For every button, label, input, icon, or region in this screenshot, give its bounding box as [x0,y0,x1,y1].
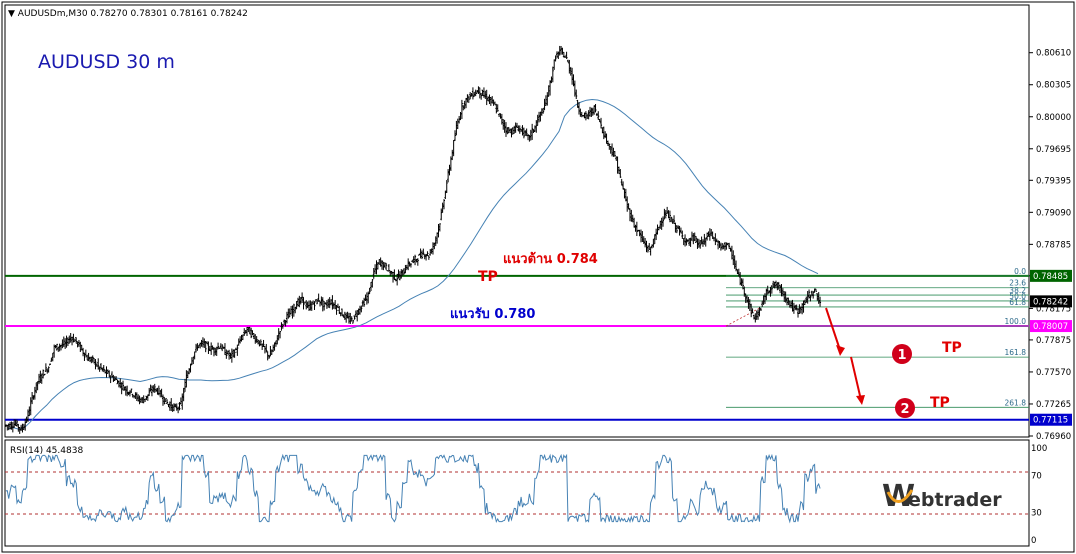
rsi-label: RSI(14) 45.4838 [10,446,83,456]
resistance-price-tag: 0.78485 [1033,272,1068,282]
rsi-tick-label: 70 [1031,472,1042,482]
fibo-trend-line [725,307,761,327]
target-2-marker: 2 [895,398,915,418]
webtrader-logo: W ebtrader [882,479,1002,514]
moving-average [7,98,819,430]
tp-1-label: TP [942,340,962,356]
price-tick-label: 0.79395 [1036,176,1071,186]
fibo-level-label: 100.0 [1005,317,1027,326]
fibo-level-label: 50.0 [1009,292,1026,301]
support-price-tag-box [1030,320,1072,333]
bottom-price-tag: 0.77115 [1033,416,1068,426]
tp-top-label: TP [478,269,498,285]
price-tick-label: 0.80305 [1036,81,1071,91]
fibo-level-label: 261.8 [1005,398,1027,407]
fibo-level-label: 23.6 [1009,279,1026,288]
price-tick-label: 0.80000 [1036,113,1071,123]
down-arrow-1 [825,307,845,356]
support-annotation: แนวรับ 0.780 [450,307,535,322]
rsi-tick-label: 100 [1031,444,1047,454]
fibonacci-levels: 0.0 23.638.250.061.8 100.0 161.8 261.8 [725,267,1029,408]
price-tick-label: 0.80610 [1036,49,1071,59]
price-tick-label: 0.77265 [1036,400,1071,410]
fibo-level-label: 161.8 [1005,348,1027,357]
price-tick-label: 0.79695 [1036,145,1071,155]
current-price-tag: 0.78242 [1033,297,1068,307]
rsi-axis: 100 70 30 0 [1031,444,1047,546]
current-price-tag-box [1030,295,1072,308]
price-tick-label: 0.76960 [1036,432,1071,442]
horizontal-lines [5,274,1029,421]
fibo-level-label: 38.2 [1009,286,1026,295]
resistance-price-tag-box [1030,269,1072,282]
price-labels: 0.78485 0.78242 0.78007 0.77115 [1030,269,1072,426]
target-1-marker: 1 [892,344,912,364]
svg-text:1: 1 [897,348,906,363]
symbol-info: ▼ AUDUSDm,M30 0.78270 0.78301 0.78161 0.… [8,9,248,19]
bottom-price-tag-box [1030,413,1072,426]
support-price-tag: 0.78007 [1033,322,1068,332]
fibo-level-label: 61.8 [1009,298,1026,307]
price-tick-label: 0.78785 [1036,240,1071,250]
candles [4,45,822,434]
ma-line [7,98,819,430]
price-axis: 0.80610 0.80305 0.80000 0.79695 0.79395 0.790… [1029,49,1071,442]
rsi-tick-label: 0 [1031,536,1036,546]
rsi-tick-label: 30 [1031,508,1042,518]
down-arrow-2 [850,356,865,405]
rsi-line [5,453,821,524]
price-tick-label: 0.79090 [1036,208,1071,218]
chart-title: AUDUSD 30 m [38,51,175,73]
fibo-level-label: 0.0 [1014,267,1026,276]
price-tick-label: 0.77875 [1036,336,1071,346]
main-panel [4,4,1030,438]
price-tick-label: 0.77570 [1036,368,1071,378]
price-tick-label: 0.78175 [1036,304,1071,314]
tp-2-label: TP [930,395,950,411]
svg-text:2: 2 [900,402,909,417]
svg-text:ebtrader: ebtrader [908,489,1002,511]
rsi-panel [4,439,1030,547]
resistance-annotation: แนวต้าน 0.784 [503,251,598,267]
svg-text:W: W [882,479,915,514]
